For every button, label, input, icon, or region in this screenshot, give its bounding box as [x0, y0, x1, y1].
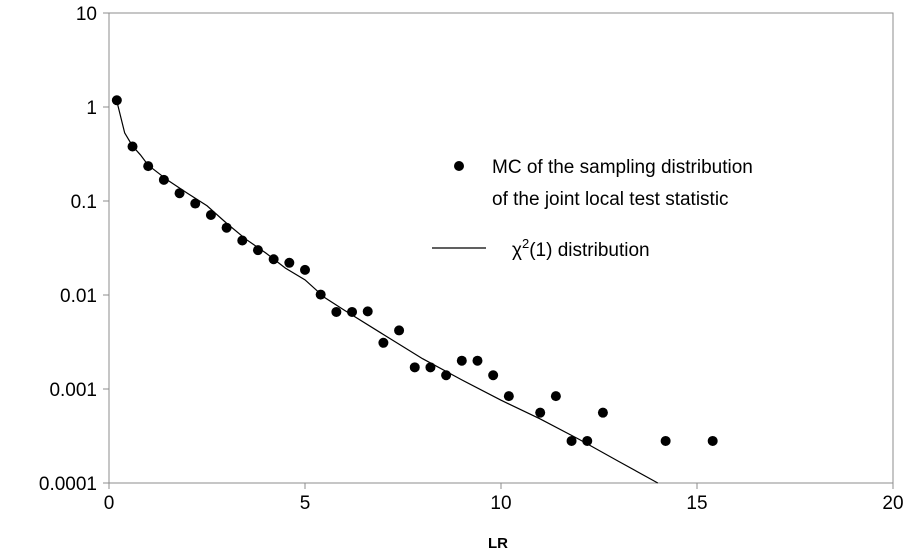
data-point — [347, 306, 358, 317]
y-tick-label: 0.001 — [49, 380, 97, 401]
x-tick-label: 0 — [104, 493, 115, 514]
data-point — [268, 254, 279, 265]
x-axis-title: LR — [488, 535, 508, 551]
data-point — [174, 188, 185, 199]
data-point — [472, 355, 483, 366]
data-point — [190, 198, 201, 209]
data-point — [394, 325, 405, 336]
data-point — [315, 289, 326, 300]
data-point — [503, 391, 514, 402]
x-tick-label: 20 — [882, 493, 903, 514]
data-point — [300, 264, 310, 275]
data-point — [441, 370, 452, 381]
data-point — [111, 95, 122, 106]
data-point — [535, 407, 546, 418]
data-point — [158, 174, 169, 185]
legend-label-chi: χ2(1) distribution — [512, 236, 650, 261]
x-tick-label: 5 — [300, 493, 311, 514]
legend-label-chi-suffix: (1) distribution — [529, 240, 649, 261]
x-tick-label: 15 — [686, 493, 707, 514]
data-point — [252, 245, 263, 256]
data-point — [707, 435, 718, 446]
legend: MC of the sampling distribution of the jo… — [432, 157, 753, 261]
chi-square-line-series — [116, 101, 659, 484]
y-tick-label: 0.1 — [71, 192, 97, 213]
y-tick-label: 0.01 — [60, 286, 97, 307]
data-point — [284, 257, 295, 268]
data-point — [597, 407, 608, 418]
data-point — [378, 337, 389, 348]
y-axis: 10 1 0.1 0.01 0.001 0.0001 — [39, 4, 110, 495]
data-point — [237, 235, 248, 246]
data-point — [143, 161, 154, 172]
data-point — [550, 391, 561, 402]
legend-label-mc-line2: of the joint local test statistic — [492, 189, 729, 210]
data-point — [488, 370, 499, 381]
mc-scatter-series — [111, 95, 718, 446]
y-tick-label: 10 — [76, 4, 97, 25]
data-point — [362, 306, 373, 317]
legend-label-chi-prefix: χ — [512, 240, 522, 261]
data-point — [205, 209, 216, 220]
data-point — [409, 362, 420, 373]
plot-border — [108, 12, 894, 484]
legend-marker-mc — [454, 161, 464, 171]
data-point — [566, 435, 577, 446]
data-point — [127, 141, 138, 152]
data-point — [221, 222, 232, 233]
chi-square-line — [116, 101, 659, 484]
plot-area — [108, 12, 894, 484]
legend-label-chi-superscript: 2 — [522, 236, 529, 251]
data-point — [456, 355, 467, 366]
data-point — [582, 435, 593, 446]
data-point — [660, 435, 671, 446]
y-tick-label: 0.0001 — [39, 474, 97, 495]
y-tick-label: 1 — [86, 98, 97, 119]
x-tick-label: 10 — [490, 493, 511, 514]
data-point — [425, 362, 436, 373]
legend-label-mc-line1: MC of the sampling distribution — [492, 157, 753, 178]
data-point — [331, 306, 342, 317]
x-axis: 0 5 10 15 20 — [104, 482, 904, 514]
